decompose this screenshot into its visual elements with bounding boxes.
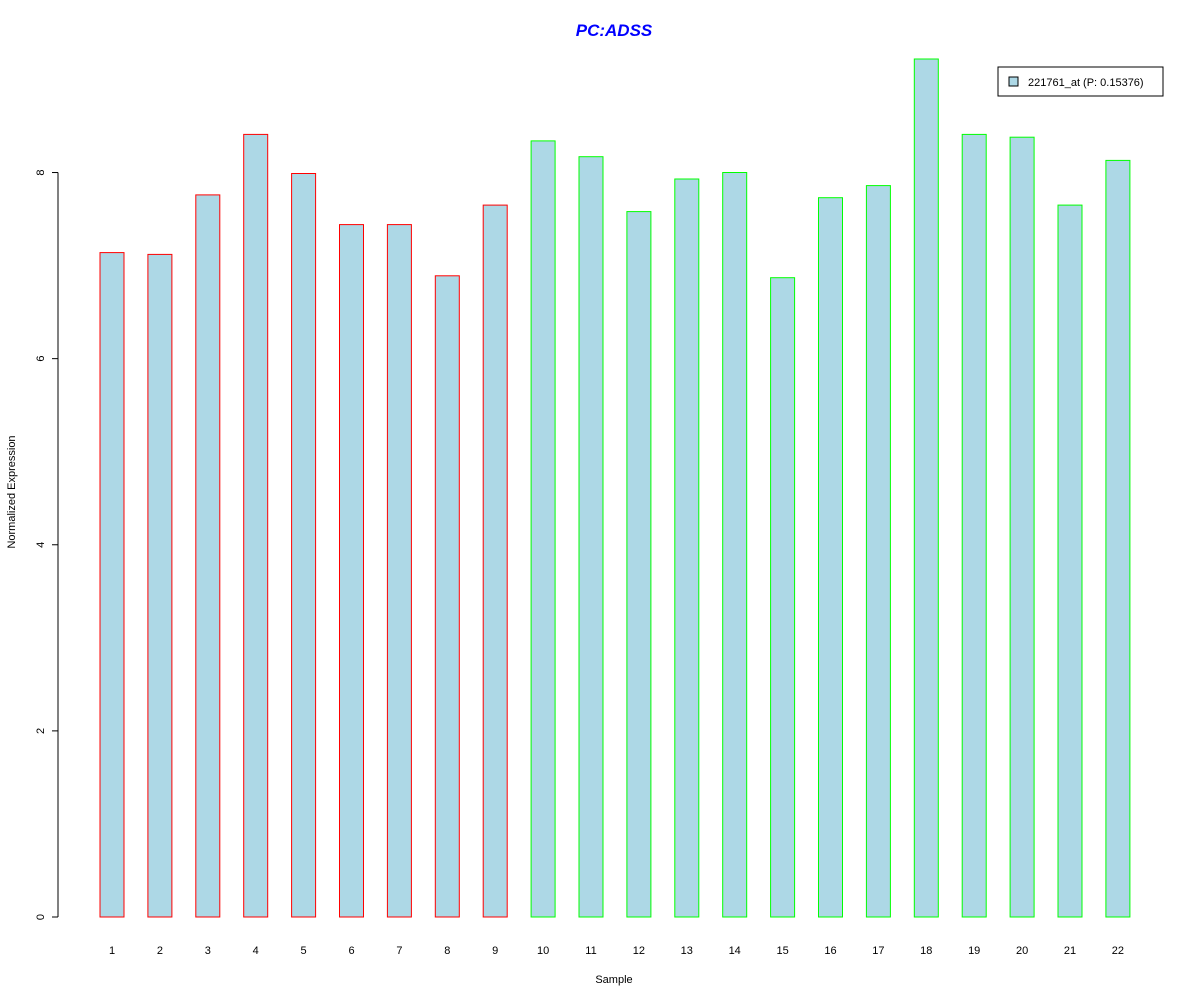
- x-tick-label: 17: [872, 945, 884, 957]
- x-tick-label: 6: [348, 945, 354, 957]
- bars-group: [99, 58, 1131, 918]
- bar-sample-4: [243, 133, 269, 918]
- x-tick-label: 8: [444, 945, 450, 957]
- y-tick-label: 6: [35, 356, 47, 362]
- bar-sample-6: [339, 224, 364, 918]
- x-axis-label: Sample: [595, 974, 632, 986]
- x-tick-label: 7: [396, 945, 402, 957]
- bar-sample-9: [482, 204, 508, 918]
- legend-box: [997, 66, 1164, 97]
- x-tick-label: 14: [729, 945, 741, 957]
- legend-entry: 221761_at (P: 0.15376): [1028, 77, 1144, 89]
- x-tick-label: 11: [585, 945, 596, 957]
- y-tick-label: 2: [35, 728, 47, 734]
- bar-sample-20: [1009, 136, 1035, 918]
- bar-sample-16: [818, 197, 843, 918]
- bar-sample-22: [1105, 159, 1131, 918]
- x-tick-labels: 1 2 3 4 5 6 7 8 9 10 11 12 13 14 15 16 17 18 19 20 21 22: [109, 945, 1124, 957]
- x-tick-label: 18: [920, 945, 932, 957]
- x-tick-label: 13: [681, 945, 693, 957]
- x-tick-label: 9: [492, 945, 498, 957]
- bar-sample-17: [865, 185, 891, 918]
- x-tick-label: 21: [1064, 945, 1076, 957]
- x-tick-label: 10: [537, 945, 549, 957]
- bar-sample-11: [578, 156, 604, 918]
- x-tick-label: 15: [776, 945, 788, 957]
- bar-sample-18: [913, 58, 939, 918]
- x-tick-label: 4: [253, 945, 259, 957]
- bar-sample-5: [291, 173, 317, 918]
- bar-sample-2: [147, 253, 173, 918]
- x-tick-label: 1: [109, 945, 115, 957]
- x-tick-label: 2: [157, 945, 163, 957]
- bar-sample-7: [386, 224, 412, 918]
- bar-sample-8: [434, 275, 460, 918]
- bar-sample-13: [674, 178, 700, 918]
- y-axis-label: Normalized Expression: [6, 435, 18, 548]
- bar-sample-10: [530, 140, 556, 918]
- x-tick-label: 3: [205, 945, 211, 957]
- x-tick-label: 22: [1112, 945, 1124, 957]
- bar-sample-14: [722, 172, 748, 918]
- bar-sample-1: [99, 252, 125, 918]
- bar-sample-12: [626, 211, 652, 918]
- legend-swatch: [1008, 76, 1019, 87]
- bar-sample-19: [961, 133, 987, 918]
- chart-title: PC:ADSS: [576, 21, 653, 40]
- x-tick-label: 12: [633, 945, 645, 957]
- x-tick-label: 19: [968, 945, 980, 957]
- x-tick-label: 5: [301, 945, 307, 957]
- y-axis: 0 2 4 6 8: [35, 169, 59, 920]
- y-tick-label: 8: [35, 169, 47, 175]
- y-tick-label: 4: [35, 542, 47, 548]
- y-tick-label: 0: [35, 914, 47, 920]
- bar-sample-15: [770, 277, 796, 918]
- x-tick-label: 16: [824, 945, 836, 957]
- bar-sample-21: [1057, 204, 1083, 918]
- bar-sample-3: [195, 194, 221, 918]
- x-tick-label: 20: [1016, 945, 1028, 957]
- legend: 221761_at (P: 0.15376): [997, 66, 1164, 97]
